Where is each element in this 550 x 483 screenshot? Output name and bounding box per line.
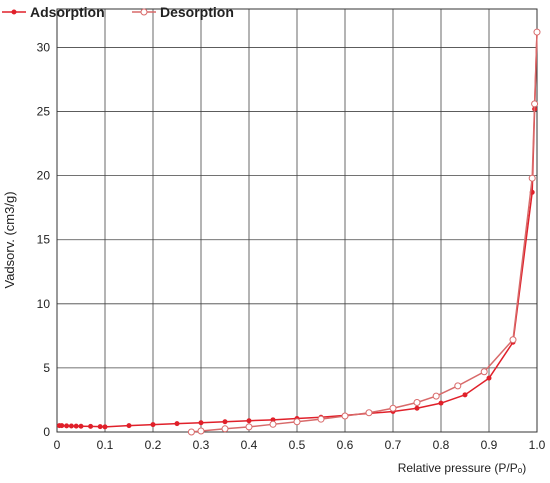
- data-point: [438, 400, 444, 406]
- data-point: [341, 412, 349, 420]
- data-point: [198, 420, 204, 426]
- x-tick-label: 1.0: [529, 438, 546, 452]
- legend-label: Adsorption: [30, 4, 105, 20]
- x-tick-label: 0.6: [337, 438, 354, 452]
- data-point: [269, 420, 277, 428]
- data-point: [64, 423, 70, 429]
- x-tick-label: 0.8: [433, 438, 450, 452]
- x-axis-label: Relative pressure (P/Pₒ): [398, 461, 527, 475]
- legend-marker: [140, 8, 148, 16]
- x-tick-label: 0.1: [97, 438, 114, 452]
- y-tick-label: 30: [37, 40, 51, 54]
- data-point: [150, 422, 156, 428]
- data-point: [413, 399, 421, 407]
- y-axis-label: Vadsorv. (cm3/g): [2, 191, 17, 288]
- x-tick-label: 0.4: [241, 438, 258, 452]
- data-point: [533, 28, 541, 36]
- y-tick-label: 0: [43, 425, 50, 439]
- data-point: [197, 427, 205, 435]
- y-tick-label: 20: [37, 169, 51, 183]
- data-point: [78, 423, 84, 429]
- data-point: [531, 100, 539, 108]
- legend-label: Desorption: [160, 4, 234, 20]
- data-point: [221, 425, 229, 433]
- data-point: [126, 423, 132, 429]
- x-tick-label: 0.2: [145, 438, 162, 452]
- data-point: [432, 392, 440, 400]
- data-point: [454, 382, 462, 390]
- data-point: [293, 418, 301, 426]
- data-point: [174, 421, 180, 427]
- data-point: [365, 409, 373, 417]
- data-point: [486, 375, 492, 381]
- plot-frame: [56, 8, 538, 433]
- y-tick-label: 10: [37, 297, 51, 311]
- x-tick-label: 0.7: [385, 438, 402, 452]
- data-point: [462, 392, 468, 398]
- data-point: [73, 423, 79, 429]
- y-tick-label: 25: [37, 105, 51, 119]
- data-point: [245, 423, 253, 431]
- data-point: [414, 405, 420, 411]
- legend-marker: [11, 9, 17, 15]
- data-point: [88, 423, 94, 429]
- data-point: [97, 424, 103, 430]
- data-point: [528, 174, 536, 182]
- data-point: [68, 423, 74, 429]
- data-point: [389, 404, 397, 412]
- data-point: [187, 428, 195, 436]
- data-point: [480, 368, 488, 376]
- y-tick-label: 5: [43, 361, 50, 375]
- data-point: [246, 418, 252, 424]
- data-point: [59, 423, 65, 429]
- y-tick-label: 15: [37, 233, 51, 247]
- series-line: [191, 32, 538, 433]
- x-tick-label: 0: [54, 438, 61, 452]
- data-point: [222, 419, 228, 425]
- data-point: [102, 424, 108, 430]
- x-tick-label: 0.9: [481, 438, 498, 452]
- x-tick-label: 0.5: [289, 438, 306, 452]
- data-point: [317, 415, 325, 423]
- x-tick-label: 0.3: [193, 438, 210, 452]
- data-point: [509, 336, 517, 344]
